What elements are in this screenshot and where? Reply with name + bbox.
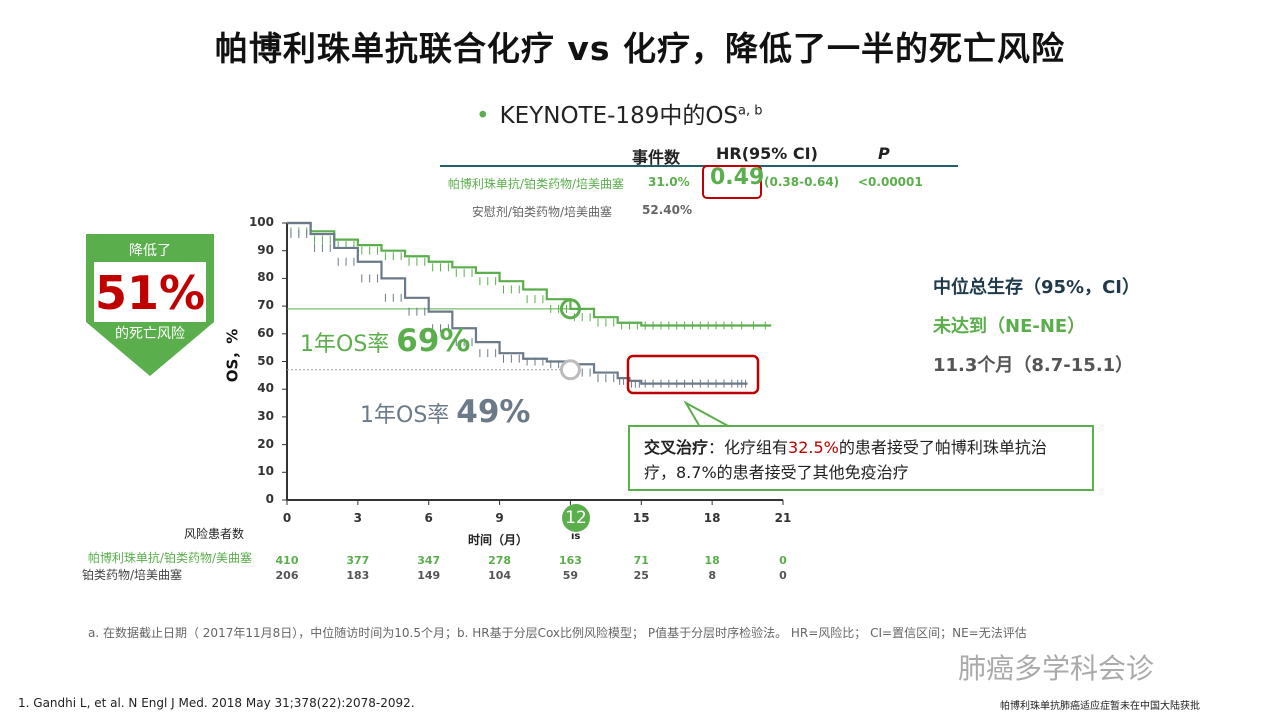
callout-red: 32.5% <box>788 438 839 457</box>
y-tick-label: 10 <box>257 464 274 479</box>
x-tick-label: 21 <box>774 511 792 525</box>
row-events-placebo: 52.40% <box>642 203 692 217</box>
risk-number: 0 <box>779 569 787 582</box>
footnote: a. 在数据截止日期（ 2017年11月8日），中位随访时间为10.5个月；b.… <box>88 626 1027 640</box>
os-rate-placebo-label: 1年OS率 <box>360 403 450 428</box>
y-tick-label: 60 <box>257 325 274 340</box>
risk-number: 163 <box>558 554 582 567</box>
km-curve-1 <box>287 221 748 385</box>
y-tick-label: 100 <box>248 215 274 229</box>
risk-title: 风险患者数 <box>184 527 245 541</box>
km-curve-0 <box>287 221 772 327</box>
median-title: 中位总生存（95%，CI） <box>933 277 1140 298</box>
crossover-callout: 交叉治疗：化疗组有32.5%的患者接受了帕博利珠单抗治疗，8.7%的患者接受了其… <box>628 425 1094 491</box>
reduction-bottom: 的死亡风险 <box>115 326 185 342</box>
header-events: 事件数 <box>632 148 681 167</box>
page-title: 帕博利珠单抗联合化疗 vs 化疗，降低了一半的死亡风险 <box>214 29 1066 68</box>
x-axis-label: 时间（月） <box>468 533 529 547</box>
y-tick-label: 90 <box>257 242 274 257</box>
callout-text2: 的患者接受了帕博利珠单抗治疗，8.7%的患者接受了其他免疫治疗 <box>644 438 1047 482</box>
risk-number: 0 <box>779 554 787 567</box>
risk-number: 71 <box>633 554 649 567</box>
x-tick-label: 0 <box>282 511 292 525</box>
month-12-badge: 12 <box>562 504 590 532</box>
hr-value: 0.49 <box>710 165 765 190</box>
plateau-highlight-box <box>626 354 760 395</box>
y-tick-label: 50 <box>257 353 274 368</box>
x-tick-label: 18 <box>703 511 721 525</box>
os-rate-pembro: 1年OS率 69% <box>300 323 470 359</box>
callout-bold: 交叉治疗 <box>644 438 709 457</box>
bullet: • <box>476 103 490 129</box>
watermark: 肺癌多学科会诊 <box>958 652 1155 685</box>
callout-text1: ：化疗组有 <box>708 438 789 457</box>
risk-number: 347 <box>417 554 441 567</box>
risk-number: 183 <box>346 569 370 582</box>
x-tick-label: 6 <box>424 511 433 525</box>
risk-number: 59 <box>562 569 579 582</box>
risk-number: 18 <box>704 554 720 567</box>
row-label-placebo: 安慰剂/铂类药物/培美曲塞 <box>471 205 612 219</box>
x-tick-label: 3 <box>353 511 363 525</box>
risk-label-pembro: 帕博利珠单抗/铂类药物/美曲塞 <box>87 551 252 565</box>
marker-12m-placebo <box>559 359 581 381</box>
reduction-arrow <box>86 234 214 376</box>
risk-number: 278 <box>488 554 512 567</box>
header-hr: HR(95% CI) <box>716 144 818 163</box>
disclaimer: 帕博利珠单抗肺癌适应症暂未在中国大陆获批 <box>1000 701 1200 712</box>
callout-pointer <box>683 400 731 428</box>
os-rate-pembro-value: 69% <box>396 323 471 359</box>
y-tick-label: 30 <box>257 408 274 423</box>
median-pembro: 未达到（NE-NE） <box>933 316 1086 337</box>
table-rule <box>440 165 958 167</box>
reduction-top: 降低了 <box>129 243 171 259</box>
risk-number: 377 <box>346 554 370 567</box>
study-subtitle: • KEYNOTE-189中的OSa, b <box>476 96 763 130</box>
os-rate-pembro-label: 1年OS率 <box>300 332 390 357</box>
risk-number: 104 <box>488 569 512 582</box>
row-p-pembro: <0.00001 <box>858 175 923 189</box>
y-tick-label: 20 <box>257 436 274 451</box>
x-tick-label: 15 <box>632 511 650 525</box>
y-tick-label: 80 <box>257 270 274 285</box>
subtitle-sup: a, b <box>738 103 763 119</box>
risk-number: 206 <box>275 569 299 582</box>
row-ci-pembro: (0.38-0.64) <box>764 175 840 189</box>
os-rate-placebo-value: 49% <box>456 394 531 430</box>
risk-number: 25 <box>633 569 649 582</box>
y-tick-label: 40 <box>257 381 274 396</box>
marker-12m-pembro <box>559 298 581 320</box>
y-tick-label: 0 <box>265 492 274 506</box>
y-tick-label: 70 <box>257 298 274 313</box>
row-events-pembro: 31.0% <box>648 175 690 189</box>
risk-number: 410 <box>275 554 299 567</box>
risk-label-placebo: 铂类药物/培美曲塞 <box>81 568 182 582</box>
os-rate-placebo: 1年OS率 49% <box>360 394 530 430</box>
risk-number: 149 <box>417 569 441 582</box>
subtitle-text: KEYNOTE-189中的OS <box>499 103 739 129</box>
row-label-pembro: 帕博利珠单抗/铂类药物/培美曲塞 <box>447 177 624 191</box>
hr-highlight-box <box>702 165 762 199</box>
month-badge-tail: ıs <box>571 531 581 542</box>
median-placebo: 11.3个月（8.7-15.1） <box>933 355 1134 376</box>
risk-number: 8 <box>708 569 716 582</box>
reference: 1. Gandhi L, et al. N Engl J Med. 2018 M… <box>18 696 415 710</box>
header-p: P <box>878 144 890 163</box>
reduction-percent: 51% <box>94 266 206 320</box>
x-tick-label: 9 <box>495 511 504 525</box>
